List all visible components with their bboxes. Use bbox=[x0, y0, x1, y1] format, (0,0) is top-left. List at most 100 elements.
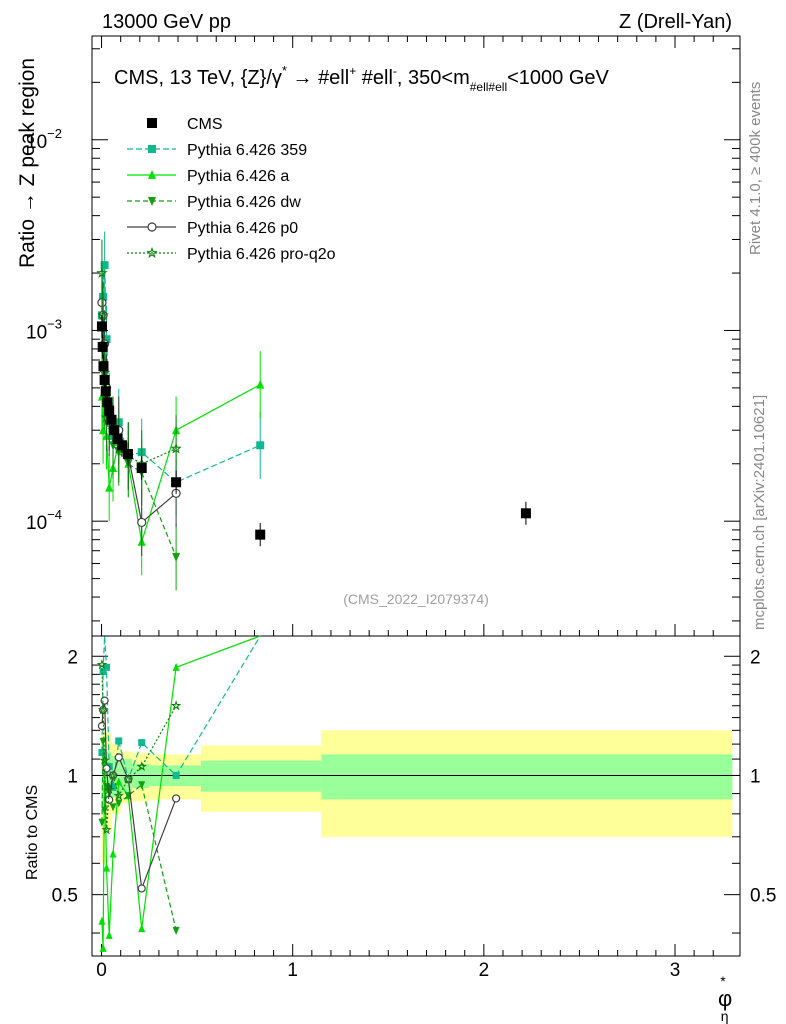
data-series bbox=[96, 231, 531, 952]
y-tick-exp-1: −3 bbox=[47, 316, 62, 331]
point-pa-10 bbox=[256, 379, 265, 389]
uncertainty-bands bbox=[92, 717, 740, 864]
title-prefix: CMS, 13 TeV, {Z}/γ bbox=[114, 67, 282, 89]
ratio-point-p359-5 bbox=[109, 783, 117, 791]
cms-point-9 bbox=[112, 433, 123, 444]
x-axis-label: φ* η bbox=[718, 973, 732, 1024]
cms-point-4 bbox=[100, 386, 111, 397]
ratio-point-pq2o-4 bbox=[103, 784, 115, 794]
ratio-point-pa-9 bbox=[172, 662, 180, 671]
ratio-point-pq2o-2 bbox=[99, 754, 110, 765]
ratio-point-p359-1 bbox=[99, 668, 107, 676]
cms-point-2 bbox=[98, 361, 109, 372]
legend-label-pa: Pythia 6.426 a bbox=[187, 168, 289, 185]
series-ratio-line-pq2o bbox=[101, 664, 177, 830]
band-inner-6 bbox=[200, 760, 322, 792]
cms-point-1 bbox=[97, 341, 108, 352]
ratio-point-pa-3 bbox=[103, 863, 111, 872]
point-pq2o-0 bbox=[96, 267, 108, 278]
x-tick-label-2: 2 bbox=[479, 960, 490, 981]
title-range1: , 350<m bbox=[397, 67, 470, 89]
point-pq2o-1 bbox=[97, 309, 109, 321]
x-axis-label-star: * bbox=[720, 973, 726, 989]
mcplots-label: mcplots.cern.ch [arXiv:2401.10621] bbox=[751, 395, 768, 630]
series-ratio-line-p359 bbox=[101, 635, 261, 788]
legend-label-cms: CMS bbox=[187, 116, 223, 133]
ratio-point-pdw-5 bbox=[109, 803, 117, 812]
y-tick-exp-0: −2 bbox=[47, 126, 62, 141]
ratio-point-pp0-0 bbox=[97, 721, 107, 731]
ratio-point-pq2o-3 bbox=[101, 824, 112, 835]
band-inner-0 bbox=[101, 744, 106, 814]
legend-label-pp0: Pythia 6.426 p0 bbox=[187, 220, 298, 237]
ratio-panel-frame bbox=[91, 635, 741, 957]
y-tick-base-0: 10 bbox=[26, 132, 47, 153]
ratio-point-p359-3 bbox=[103, 663, 111, 671]
legend-marker-pq2o bbox=[146, 247, 158, 258]
ratio-tick-label-right-0: 2 bbox=[750, 647, 761, 668]
y-tick-base-2: 10 bbox=[26, 513, 47, 534]
ratio-point-pq2o-8 bbox=[136, 761, 148, 772]
ratio-point-pdw-6 bbox=[115, 799, 123, 808]
cms-point-7 bbox=[106, 414, 117, 425]
x-axis-label-sub: η bbox=[721, 1008, 729, 1024]
ratio-point-pp0-4 bbox=[105, 795, 114, 804]
band-inner-7 bbox=[321, 754, 733, 800]
title-ell2: #ell bbox=[356, 67, 393, 89]
cms-point-12 bbox=[136, 463, 147, 474]
header-right: Z (Drell-Yan) bbox=[619, 11, 732, 33]
cms-point-3 bbox=[99, 374, 110, 385]
ratio-tick-label-2: 0.5 bbox=[52, 886, 78, 907]
ratio-point-pq2o-1 bbox=[97, 704, 109, 715]
point-pdw-9 bbox=[172, 552, 181, 562]
ratio-tick-label-1: 1 bbox=[67, 766, 78, 787]
ratio-tick-label-right-2: 0.5 bbox=[750, 886, 776, 907]
legend-label-p359: Pythia 6.426 359 bbox=[187, 142, 307, 159]
x-tick-label-1: 1 bbox=[287, 960, 298, 981]
cms-point-15 bbox=[520, 508, 531, 519]
x-tick-label-0: 0 bbox=[96, 960, 107, 981]
title-minus: - bbox=[393, 64, 397, 78]
cms-point-8 bbox=[109, 425, 120, 436]
ratio-point-pp0-3 bbox=[102, 764, 111, 773]
ratio-point-pdw-1 bbox=[99, 737, 107, 746]
ratio-tick-label-right-1: 1 bbox=[750, 766, 761, 787]
ratio-point-pa-8 bbox=[138, 924, 146, 933]
legend-marker-p359 bbox=[148, 145, 156, 153]
legend-marker-pdw bbox=[148, 197, 156, 206]
ratio-point-p359-8 bbox=[138, 739, 146, 747]
legend-label-pq2o: Pythia 6.426 pro-q2o bbox=[187, 246, 336, 263]
ratio-point-pp0-8 bbox=[137, 884, 146, 893]
band-inner-1 bbox=[105, 751, 112, 804]
ratio-tick-label-0: 2 bbox=[67, 647, 78, 668]
header-left: 13000 GeV pp bbox=[102, 11, 231, 33]
cms-point-6 bbox=[104, 405, 115, 416]
y-tick-label-1: 10−3 bbox=[26, 316, 62, 343]
legend-marker-pa bbox=[148, 170, 156, 179]
cms-point-10 bbox=[117, 440, 128, 451]
cms-point-13 bbox=[171, 477, 182, 488]
ratio-point-pdw-0 bbox=[98, 818, 106, 827]
legend-marker-cms bbox=[147, 118, 157, 128]
chart-title: CMS, 13 TeV, {Z}/γ* → #ell+ #ell-, 350<m… bbox=[114, 63, 610, 94]
ratio-point-pq2o-5 bbox=[107, 769, 119, 780]
ratio-point-pdw-9 bbox=[172, 926, 180, 935]
ratio-point-pa-0 bbox=[98, 916, 106, 925]
title-plus: + bbox=[349, 64, 356, 78]
ratio-point-pp0-6 bbox=[114, 753, 123, 762]
ratio-point-pa-1 bbox=[99, 943, 107, 952]
ratio-point-p359-6 bbox=[115, 737, 123, 745]
ratio-point-pq2o-0 bbox=[96, 659, 108, 670]
cms-point-14 bbox=[255, 529, 266, 540]
title-sub: #ell#ell bbox=[470, 80, 507, 94]
legend-marker-pp0 bbox=[147, 222, 157, 232]
y-tick-label-0: 10−2 bbox=[26, 126, 62, 153]
y-tick-exp-2: −4 bbox=[47, 507, 62, 522]
ratio-point-p359-0 bbox=[98, 748, 106, 756]
point-p359-10 bbox=[256, 441, 265, 450]
series-cms bbox=[96, 314, 531, 547]
ratio-point-pp0-2 bbox=[100, 696, 109, 705]
title-arrow: → bbox=[287, 67, 318, 89]
legend: CMS Pythia 6.426 359 Pythia 6.426 a Pythia … bbox=[127, 116, 336, 263]
